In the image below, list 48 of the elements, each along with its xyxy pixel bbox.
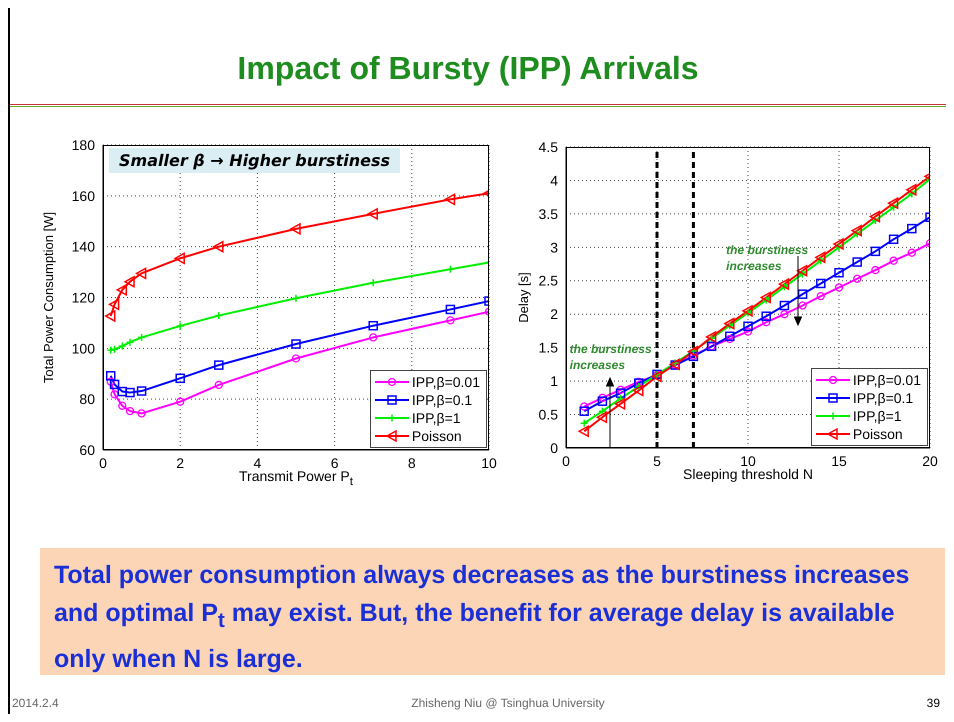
y-tick-label: 1 <box>550 373 558 390</box>
y-tick-label: 2 <box>550 306 558 322</box>
y-tick-label: 0 <box>550 440 558 456</box>
x-axis-title: Transmit Power P$_{t}$ <box>239 468 353 488</box>
y-tick-label: 3.5 <box>538 206 558 222</box>
y-tick-label: 0.5 <box>538 406 558 423</box>
legend-label: IPP,β=0.01 <box>852 372 921 388</box>
legend-label: IPP,β=0.01 <box>412 374 480 390</box>
x-tick-label: 4 <box>254 454 262 471</box>
y-axis-title: Delay [s] <box>516 272 531 323</box>
y-tick-label: 160 <box>72 188 96 204</box>
text: Zhisheng Niu @ Tsinghua University <box>410 696 606 710</box>
y-tick-label: 2.5 <box>538 272 558 289</box>
annotation: the burstiness increases <box>726 242 810 274</box>
y-tick-label: 120 <box>72 289 96 306</box>
x-tick-label: 10 <box>740 452 756 469</box>
x-tick-label: 10 <box>481 454 497 471</box>
annotation: the burstiness increases <box>570 341 653 374</box>
y-tick-label: 4 <box>550 172 558 188</box>
x-tick-label: 8 <box>408 454 416 471</box>
y-tick-label: 80 <box>79 391 96 408</box>
x-axis-title: Sleeping threshold N <box>683 466 813 482</box>
y-tick-label: 3 <box>550 239 558 256</box>
x-tick-label: 2 <box>176 454 184 471</box>
x-tick-label: 20 <box>922 452 938 469</box>
y-tick-label: 60 <box>79 442 96 458</box>
legend-label: IPP,β=1 <box>852 408 902 424</box>
x-tick-label: 6 <box>330 454 339 471</box>
x-tick-label: 5 <box>653 452 662 469</box>
legend-label: IPP,β=0.1 <box>412 392 472 408</box>
y-axis-title: Total Power Consumption [W] <box>42 212 57 384</box>
y-tick-label: 180 <box>72 136 96 153</box>
x-tick-label: 0 <box>99 454 108 471</box>
chart-title: Impact of Bursty (IPP) Arrivals <box>236 50 700 87</box>
y-tick-label: 1.5 <box>538 340 558 356</box>
legend-label: IPP,β=0.1 <box>852 390 914 406</box>
annotation: Smaller β → Higher burstiness <box>109 148 400 173</box>
x-tick-label: 15 <box>831 452 847 469</box>
y-tick-label: 140 <box>72 238 96 255</box>
legend-label: Poisson <box>852 426 903 442</box>
x-tick-label: 0 <box>562 452 570 469</box>
y-tick-label: 100 <box>72 340 96 356</box>
y-tick-label: 4.5 <box>538 138 558 155</box>
legend-label: IPP,β=1 <box>412 410 461 426</box>
text: Total power consumption always decreases as the burstiness increases and optimal P$_{t}$ may exist. But, the benefit for average delay is available only when N is large. <box>40 548 945 675</box>
text: 2014.2.4 <box>12 696 59 710</box>
legend-label: Poisson <box>412 428 462 444</box>
text: 39 <box>926 696 940 710</box>
